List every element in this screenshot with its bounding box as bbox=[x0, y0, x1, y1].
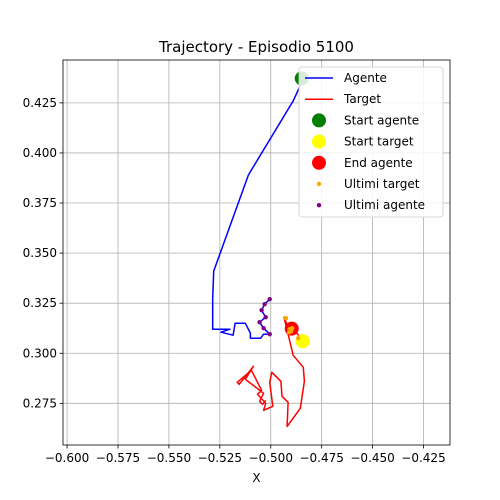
point-ultimi-agente bbox=[257, 320, 262, 325]
legend-label-agente: Agente bbox=[344, 71, 387, 85]
point-ultimi-agente bbox=[261, 326, 266, 331]
x-tick-label: −0.600 bbox=[45, 451, 89, 465]
chart-title: Trajectory - Episodio 5100 bbox=[158, 38, 354, 56]
legend-handle-ultimi-agente bbox=[316, 203, 322, 208]
point-ultimi-agente bbox=[262, 301, 267, 307]
x-axis-title: X bbox=[252, 471, 260, 485]
legend: Agente Target Start agente Start target End … bbox=[298, 66, 444, 218]
point-ultimi-agente bbox=[267, 296, 272, 302]
x-tick-label: −0.500 bbox=[249, 451, 293, 465]
point-ultimi-agente bbox=[259, 307, 264, 313]
point-ultimi-target bbox=[283, 316, 289, 321]
legend-label-start-agente: Start agente bbox=[344, 113, 419, 127]
legend-label-start-target: Start target bbox=[344, 135, 414, 149]
y-tick-label: 0.425 bbox=[23, 96, 57, 110]
point-ultimi-agente bbox=[267, 332, 272, 337]
y-tick-label: 0.275 bbox=[23, 396, 57, 410]
legend-handle-ultimi-target bbox=[316, 181, 322, 187]
axes-frame bbox=[62, 59, 451, 446]
y-tick-label: 0.300 bbox=[23, 346, 57, 360]
x-tick-label: −0.450 bbox=[350, 451, 394, 465]
legend-label-target: Target bbox=[343, 92, 381, 106]
legend-handle-start-agente bbox=[312, 113, 326, 128]
x-tick-label: −0.475 bbox=[299, 451, 343, 465]
legend-box bbox=[298, 66, 444, 218]
legend-label-ultimi-agente: Ultimi agente bbox=[344, 198, 425, 212]
x-tick-label: −0.425 bbox=[401, 451, 445, 465]
y-tick-label: 0.350 bbox=[23, 246, 57, 260]
x-tick-label: −0.575 bbox=[96, 451, 140, 465]
legend-label-ultimi-target: Ultimi target bbox=[344, 177, 420, 191]
legend-handle-end-agente bbox=[312, 155, 326, 170]
legend-handle-start-target bbox=[312, 134, 326, 149]
axis-ticks: −0.600 −0.575 −0.550 −0.525 −0.500 −0.475 −0.4… bbox=[23, 96, 446, 465]
point-ultimi-agente bbox=[263, 315, 268, 320]
legend-label-end-agente: End agente bbox=[344, 156, 413, 170]
y-tick-label: 0.400 bbox=[23, 146, 57, 160]
x-tick-label: −0.550 bbox=[147, 451, 191, 465]
x-tick-label: −0.525 bbox=[198, 451, 242, 465]
point-ultimi-target bbox=[286, 330, 292, 335]
y-tick-label: 0.325 bbox=[23, 296, 57, 310]
series-line-agente bbox=[211, 78, 304, 339]
y-tick-label: 0.375 bbox=[23, 196, 57, 210]
point-ultimi-target bbox=[296, 336, 301, 341]
